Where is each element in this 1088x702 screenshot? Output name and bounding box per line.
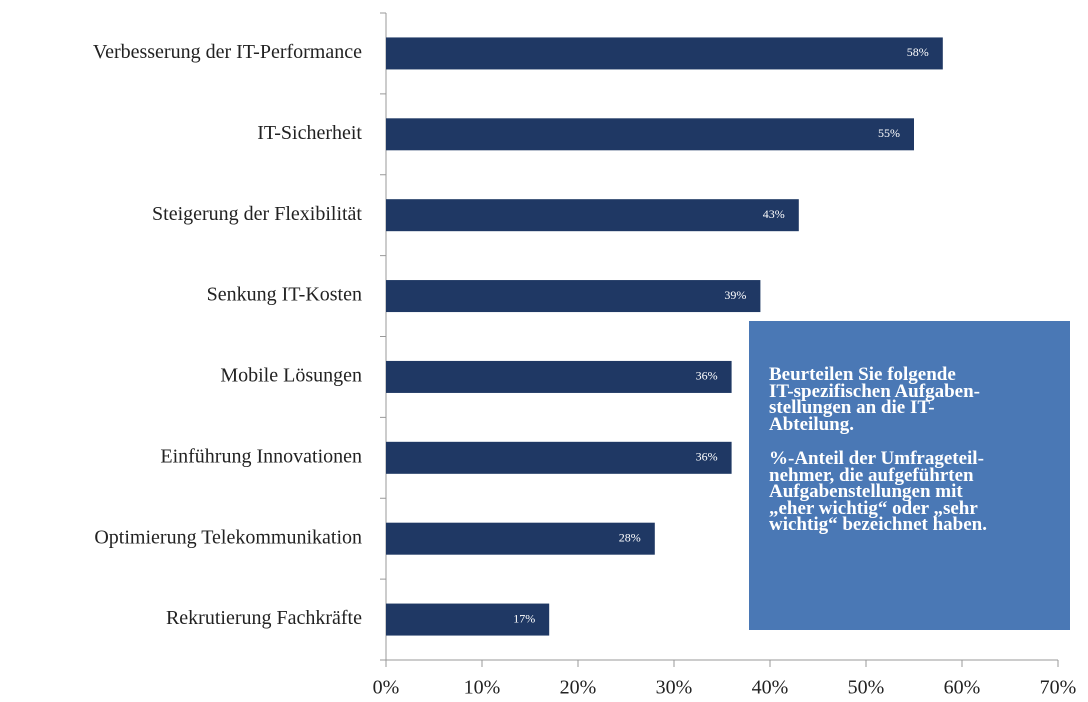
bar <box>386 37 943 70</box>
annotation-line: %-Anteil der Umfrageteil- <box>769 448 984 469</box>
data-label: 36% <box>696 369 718 383</box>
x-tick-label: 20% <box>560 677 597 699</box>
data-label: 36% <box>696 450 718 464</box>
annotation-paragraph: Beurteilen Sie folgende IT-spezifischen A… <box>769 364 1070 435</box>
bar <box>386 118 914 151</box>
x-tick-label: 0% <box>373 677 400 699</box>
bar <box>386 603 550 636</box>
x-tick-label: 30% <box>656 677 693 699</box>
annotation-line: Aufgabenstellungen mit <box>769 481 963 502</box>
x-tick-label: 50% <box>848 677 885 699</box>
annotation-line: nehmer, die aufgeführten <box>769 464 974 486</box>
y-tick-label: Optimierung Telekommunikation <box>94 526 362 548</box>
y-tick-label: Rekrutierung Fachkräfte <box>166 607 362 629</box>
annotation-line: wichtig“ bezeichnet haben. <box>769 514 987 535</box>
annotation-line: Abteilung. <box>769 413 854 435</box>
y-tick-label: Verbesserung der IT-Performance <box>93 41 362 63</box>
data-label: 55% <box>878 126 900 140</box>
x-tick-label: 40% <box>752 677 789 699</box>
annotation-line: stellungen an die IT- <box>769 397 935 418</box>
bar <box>386 360 732 393</box>
y-tick-label: Steigerung der Flexibilität <box>152 203 362 225</box>
x-tick-label: 10% <box>464 677 501 699</box>
data-label: 17% <box>513 611 535 625</box>
data-label: 28% <box>619 530 641 544</box>
data-label: 58% <box>907 45 929 59</box>
data-label: 39% <box>724 288 746 302</box>
annotation-line: „eher wichtig“ oder „sehr <box>769 497 978 519</box>
y-tick-label: Mobile Lösungen <box>220 365 362 387</box>
annotation-line: IT-spezifischen Aufgaben- <box>769 380 980 402</box>
annotation-line: Beurteilen Sie folgende <box>769 364 956 385</box>
annotation-box: Beurteilen Sie folgende IT-spezifischen A… <box>749 321 1070 630</box>
y-tick-label: Senkung IT-Kosten <box>207 284 362 306</box>
bar <box>386 199 799 232</box>
x-tick-label: 60% <box>944 677 981 699</box>
y-tick-label: IT-Sicherheit <box>257 122 362 144</box>
bar <box>386 280 761 313</box>
annotation-paragraph: %-Anteil der Umfrageteil-nehmer, die auf… <box>769 448 1070 535</box>
y-tick-label: Einführung Innovationen <box>160 445 362 467</box>
bar <box>386 441 732 474</box>
x-tick-label: 70% <box>1040 677 1077 699</box>
data-label: 43% <box>763 207 785 221</box>
bar <box>386 522 655 555</box>
